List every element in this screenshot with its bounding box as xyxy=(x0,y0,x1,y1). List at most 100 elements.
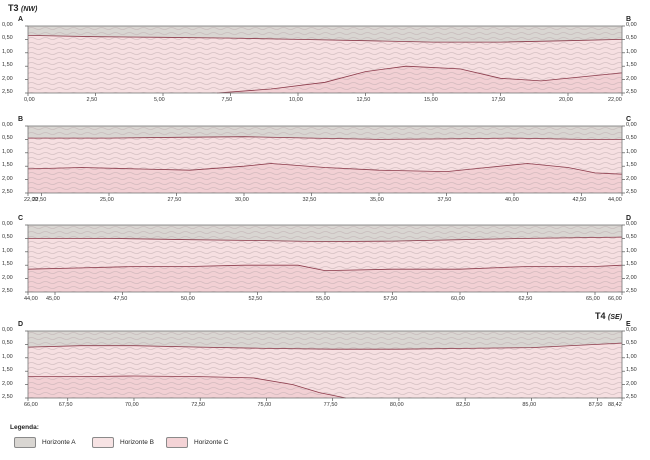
section-end-letter: D xyxy=(626,215,632,222)
y-tick-right: 1,00 xyxy=(626,353,637,360)
section-start-letter: A xyxy=(18,16,24,23)
legend-label-horizonte-b: Horizonte B xyxy=(120,439,154,446)
y-tick-left: 0,50 xyxy=(2,340,13,347)
horizon-boundary-ab xyxy=(27,35,623,43)
profile-title-start: T3 (NW) xyxy=(8,3,37,13)
y-tick-left: 2,50 xyxy=(2,189,13,195)
y-tick-left: 0,00 xyxy=(2,22,13,28)
section-end-letter: E xyxy=(626,321,631,328)
legend-label-horizonte-c: Horizonte C xyxy=(194,439,229,446)
x-tick-label: 27,50 xyxy=(167,197,182,203)
y-tick-left: 0,50 xyxy=(2,135,13,142)
y-tick-right: 0,00 xyxy=(626,122,637,128)
y-tick-left: 0,00 xyxy=(2,122,13,128)
x-tick-label: 77,50 xyxy=(323,402,338,408)
profile-direction-start: (NW) xyxy=(21,6,38,13)
x-tick-label: 67,50 xyxy=(58,402,73,408)
horizon-boundary-bc xyxy=(28,375,346,399)
x-tick-label: 66,00 xyxy=(24,402,38,408)
section-start-letter: D xyxy=(18,321,24,328)
y-tick-left: 2,50 xyxy=(2,394,13,400)
x-tick-label: 25,00 xyxy=(100,197,114,203)
x-tick-label: 40,00 xyxy=(505,197,519,203)
y-tick-left: 1,50 xyxy=(2,62,13,69)
legend-swatch-horizonte-b xyxy=(92,437,114,448)
y-tick-right: 1,50 xyxy=(626,62,637,69)
y-tick-left: 2,50 xyxy=(2,288,13,294)
y-tick-left: 1,00 xyxy=(2,148,13,155)
profile-panel-3 xyxy=(25,224,625,295)
section-start-letter: B xyxy=(18,116,24,123)
x-tick-label: 2,50 xyxy=(86,97,98,103)
x-tick-label: 75,00 xyxy=(257,402,272,408)
legend-title: Legenda: xyxy=(10,424,39,431)
x-tick-label: 5,00 xyxy=(154,97,165,103)
x-tick-label: 52,50 xyxy=(248,296,263,302)
x-tick-label: 62,50 xyxy=(518,296,533,302)
profile-code-start: T3 xyxy=(8,3,19,13)
y-tick-left: 2,50 xyxy=(2,89,13,95)
x-tick-label: 70,00 xyxy=(124,402,139,408)
x-tick-label: 50,00 xyxy=(181,296,195,302)
y-tick-left: 1,00 xyxy=(2,353,13,360)
x-tick-label: 57,50 xyxy=(383,296,398,302)
x-tick-label: 72,50 xyxy=(191,402,205,408)
y-tick-left: 1,50 xyxy=(2,162,13,169)
x-tick-label: 80,00 xyxy=(389,402,404,408)
y-tick-right: 1,50 xyxy=(626,367,637,374)
section-end-letter: B xyxy=(626,16,632,23)
y-tick-right: 2,50 xyxy=(626,89,637,95)
horizon-boundary-bc xyxy=(27,264,623,272)
x-tick-label: 66,00 xyxy=(608,296,622,302)
x-tick-label: 22,00 xyxy=(608,97,622,103)
x-tick-label: 44,00 xyxy=(608,197,622,203)
x-tick-label: 45,00 xyxy=(46,296,60,302)
horizon-boundary-ab xyxy=(28,136,622,140)
y-tick-right: 1,50 xyxy=(626,162,637,169)
y-tick-left: 1,00 xyxy=(2,48,13,55)
profile-panel-2 xyxy=(25,125,625,196)
x-tick-label: 15,00 xyxy=(424,97,438,103)
y-tick-right: 0,50 xyxy=(626,35,637,42)
y-tick-right: 2,00 xyxy=(626,380,637,387)
y-tick-left: 2,00 xyxy=(2,274,13,281)
horizon-boundary-ab xyxy=(27,342,623,350)
legend-swatch-horizonte-a xyxy=(14,437,36,448)
y-tick-right: 1,00 xyxy=(626,148,637,155)
y-tick-left: 0,50 xyxy=(2,35,13,42)
legend-label-horizonte-a: Horizonte A xyxy=(42,439,76,446)
legend-item-horizonte-b: Horizonte B xyxy=(92,437,154,448)
horizon-boundary-bc xyxy=(216,65,623,94)
y-tick-right: 0,50 xyxy=(626,135,637,142)
x-tick-label: 17,50 xyxy=(491,97,506,103)
profile-code-end: T4 xyxy=(595,311,606,321)
x-tick-label: 12,50 xyxy=(356,97,371,103)
y-tick-left: 0,00 xyxy=(2,327,13,333)
x-tick-label: 10,00 xyxy=(289,97,303,103)
legend-item-horizonte-a: Horizonte A xyxy=(14,437,76,448)
y-tick-left: 2,00 xyxy=(2,75,13,82)
y-tick-right: 2,00 xyxy=(626,175,637,182)
y-tick-right: 2,50 xyxy=(626,189,637,195)
x-tick-label: 37,50 xyxy=(437,197,452,203)
y-tick-right: 0,00 xyxy=(626,221,637,227)
y-tick-right: 0,00 xyxy=(626,22,637,28)
y-tick-left: 2,00 xyxy=(2,175,13,182)
y-tick-left: 0,00 xyxy=(2,221,13,227)
x-tick-label: 30,00 xyxy=(235,197,249,203)
x-tick-label: 42,50 xyxy=(572,197,587,203)
section-start-letter: C xyxy=(18,215,24,222)
y-tick-right: 1,00 xyxy=(626,48,637,55)
profile-direction-end: (SE) xyxy=(608,314,623,321)
profile-panel-1 xyxy=(25,25,625,96)
legend-swatch-horizonte-c xyxy=(166,437,188,448)
x-tick-label: 65,00 xyxy=(586,296,600,302)
horizon-boundary-ab xyxy=(28,236,623,243)
x-tick-label: 87,50 xyxy=(588,402,603,408)
x-tick-label: 82,50 xyxy=(456,402,470,408)
x-tick-label: 85,00 xyxy=(522,402,537,408)
x-tick-label: 0,00 xyxy=(24,97,35,103)
x-tick-label: 35,00 xyxy=(370,197,384,203)
y-tick-right: 0,00 xyxy=(626,327,637,333)
profile-panel-4 xyxy=(25,330,625,401)
